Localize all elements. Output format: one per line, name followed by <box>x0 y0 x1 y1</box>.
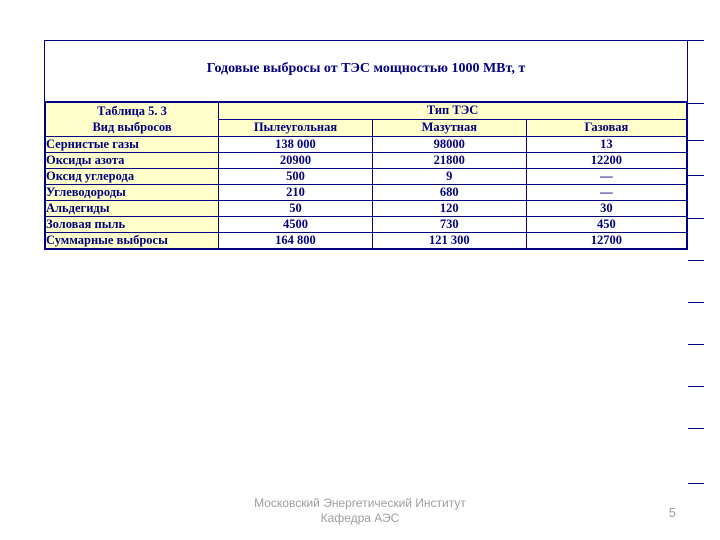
row-label: Альдегиды <box>46 200 219 216</box>
col-header-1: Мазутная <box>372 119 526 136</box>
cell-value: 121 300 <box>372 232 526 248</box>
col-header-0: Пылеугольная <box>219 119 373 136</box>
cell-value: 13 <box>526 136 686 152</box>
table-row: Суммарные выбросы164 800121 30012700 <box>46 232 687 248</box>
cell-value: 138 000 <box>219 136 373 152</box>
row-label: Углеводороды <box>46 184 219 200</box>
row-label: Оксиды азота <box>46 152 219 168</box>
cell-value: 500 <box>219 168 373 184</box>
right-ruler <box>688 40 704 484</box>
header-left-line2: Вид выбросов <box>92 120 171 134</box>
header-group: Тип ТЭС <box>219 103 687 120</box>
table-row: Альдегиды5012030 <box>46 200 687 216</box>
col-header-2: Газовая <box>526 119 686 136</box>
cell-value: 9 <box>372 168 526 184</box>
cell-value: — <box>526 184 686 200</box>
footer: Московский Энергетический Институт Кафед… <box>0 496 720 526</box>
cell-value: 730 <box>372 216 526 232</box>
row-label: Суммарные выбросы <box>46 232 219 248</box>
table-row: Сернистые газы138 0009800013 <box>46 136 687 152</box>
row-label: Сернистые газы <box>46 136 219 152</box>
table-row: Углеводороды210680— <box>46 184 687 200</box>
footer-line1: Московский Энергетический Институт <box>254 496 466 510</box>
cell-value: 20900 <box>219 152 373 168</box>
header-row-1: Таблица 5. 3 Вид выбросов Тип ТЭС <box>46 103 687 120</box>
table-container: Годовые выбросы от ТЭС мощностью 1000 МВ… <box>44 40 688 250</box>
table-row: Оксиды азота209002180012200 <box>46 152 687 168</box>
cell-value: 4500 <box>219 216 373 232</box>
cell-value: 30 <box>526 200 686 216</box>
footer-line2: Кафедра АЭС <box>321 511 400 525</box>
page-number: 5 <box>669 505 676 520</box>
cell-value: 98000 <box>372 136 526 152</box>
cell-value: 12700 <box>526 232 686 248</box>
cell-value: 680 <box>372 184 526 200</box>
cell-value: 450 <box>526 216 686 232</box>
table-row: Золовая пыль4500730450 <box>46 216 687 232</box>
header-left: Таблица 5. 3 Вид выбросов <box>46 103 219 137</box>
header-left-line1: Таблица 5. 3 <box>97 104 167 118</box>
table-row: Оксид углерода5009— <box>46 168 687 184</box>
cell-value: 210 <box>219 184 373 200</box>
row-label: Золовая пыль <box>46 216 219 232</box>
cell-value: 120 <box>372 200 526 216</box>
table-title: Годовые выбросы от ТЭС мощностью 1000 МВ… <box>45 41 687 102</box>
cell-value: 12200 <box>526 152 686 168</box>
cell-value: 50 <box>219 200 373 216</box>
emissions-table: Таблица 5. 3 Вид выбросов Тип ТЭС Пылеуг… <box>45 102 687 249</box>
row-label: Оксид углерода <box>46 168 219 184</box>
cell-value: 164 800 <box>219 232 373 248</box>
cell-value: — <box>526 168 686 184</box>
cell-value: 21800 <box>372 152 526 168</box>
